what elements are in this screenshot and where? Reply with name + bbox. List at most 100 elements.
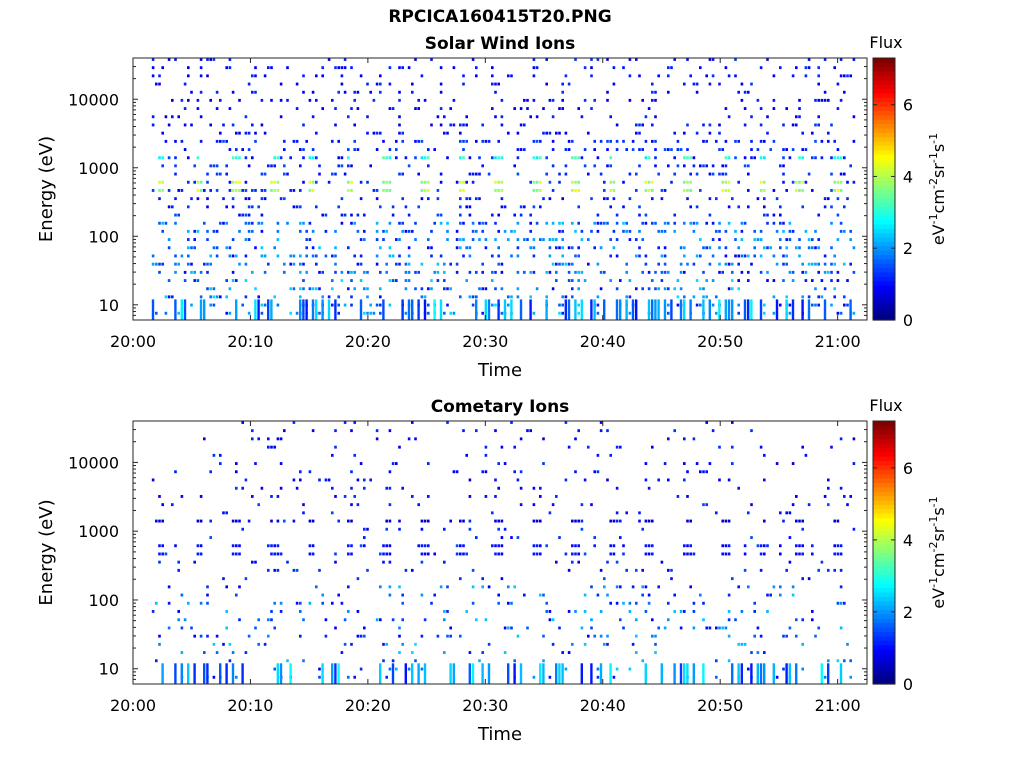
- flux-cell: [769, 148, 772, 151]
- flux-cell: [571, 139, 574, 143]
- flux-cell: [683, 478, 686, 482]
- flux-cell: [801, 295, 804, 299]
- flux-cell: [257, 503, 260, 507]
- flux-cell: [222, 511, 225, 515]
- flux-cell: [235, 486, 238, 490]
- flux-cell: [657, 74, 660, 78]
- flux-cell: [795, 180, 798, 184]
- flux-cell: [561, 651, 564, 654]
- flux-cell: [177, 115, 180, 119]
- flux-cell: [817, 303, 820, 307]
- flux-cell: [452, 311, 456, 315]
- flux-cell: [827, 197, 830, 201]
- flux-cell: [609, 156, 612, 160]
- flux-cell: [388, 82, 392, 86]
- flux-cell: [731, 279, 734, 282]
- x-tick-label: 20:00: [110, 332, 156, 351]
- flux-cell: [526, 429, 529, 433]
- flux-cell: [244, 262, 248, 266]
- flux-cell: [683, 462, 686, 465]
- flux-cell: [759, 229, 763, 233]
- x-tick-label: 20:00: [110, 696, 156, 715]
- flux-cell: [228, 148, 232, 151]
- flux-cell: [603, 577, 606, 581]
- flux-cell: [651, 90, 654, 94]
- flux-cell: [574, 299, 577, 320]
- flux-cell: [503, 527, 507, 531]
- flux-cell: [782, 156, 785, 160]
- flux-cell: [475, 172, 478, 176]
- flux-cell: [532, 238, 536, 241]
- flux-cell: [347, 180, 350, 184]
- flux-cell: [427, 495, 430, 498]
- flux-cell: [811, 303, 814, 307]
- flux-cell: [711, 172, 715, 176]
- flux-cell: [340, 66, 344, 70]
- flux-cell: [798, 254, 801, 258]
- flux-cell: [743, 642, 747, 646]
- flux-cell: [158, 544, 161, 548]
- flux-cell: [206, 74, 209, 78]
- flux-cell: [683, 663, 686, 684]
- flux-cell: [817, 246, 820, 250]
- colorbar-segment: [873, 293, 895, 299]
- flux-cell: [612, 544, 616, 548]
- flux-cell: [548, 98, 552, 102]
- flux-cell: [222, 123, 225, 127]
- flux-cell: [596, 593, 600, 597]
- flux-cell: [193, 634, 196, 638]
- flux-cell: [625, 148, 628, 151]
- flux-cell: [795, 663, 798, 684]
- flux-cell: [318, 311, 321, 315]
- flux-cell: [366, 131, 369, 135]
- flux-cell: [417, 98, 420, 102]
- flux-cell: [385, 189, 388, 192]
- flux-cell: [254, 139, 257, 143]
- flux-cell: [292, 421, 296, 424]
- flux-cell: [199, 552, 203, 556]
- flux-cell: [622, 66, 625, 70]
- flux-cell: [462, 254, 465, 258]
- flux-cell: [276, 568, 280, 572]
- flux-cell: [606, 90, 609, 94]
- flux-cell: [238, 552, 241, 556]
- flux-cell: [225, 139, 228, 143]
- flux-cell: [187, 262, 190, 266]
- flux-cell: [247, 238, 251, 241]
- flux-cell: [801, 131, 804, 135]
- flux-cell: [657, 478, 660, 482]
- flux-cell: [571, 295, 574, 299]
- flux-cell: [308, 470, 312, 474]
- flux-cell: [167, 279, 171, 282]
- flux-cell: [753, 610, 756, 613]
- flux-cell: [382, 299, 385, 320]
- flux-cell: [548, 511, 552, 515]
- flux-cell: [244, 115, 248, 119]
- flux-cell: [187, 238, 190, 241]
- flux-cell: [731, 287, 734, 291]
- flux-cell: [247, 164, 251, 168]
- flux-cell: [788, 270, 792, 274]
- flux-cell: [494, 180, 497, 184]
- flux-cell: [507, 626, 510, 630]
- flux-cell: [651, 123, 654, 127]
- flux-cell: [443, 610, 446, 613]
- flux-cell: [775, 299, 779, 320]
- flux-cell: [254, 626, 257, 630]
- flux-cell: [606, 642, 609, 646]
- flux-cell: [158, 642, 161, 646]
- flux-cell: [827, 503, 830, 507]
- flux-cell: [539, 139, 542, 143]
- flux-cell: [830, 246, 833, 250]
- flux-cell: [283, 262, 286, 266]
- flux-cell: [811, 131, 814, 135]
- flux-cell: [670, 180, 673, 184]
- flux-cell: [190, 197, 193, 201]
- flux-cell: [404, 311, 408, 315]
- flux-cell: [225, 246, 228, 250]
- flux-cell: [574, 470, 577, 474]
- flux-cell: [737, 642, 740, 646]
- flux-cell: [171, 98, 174, 102]
- flux-cell: [673, 663, 676, 684]
- flux-cell: [449, 519, 452, 523]
